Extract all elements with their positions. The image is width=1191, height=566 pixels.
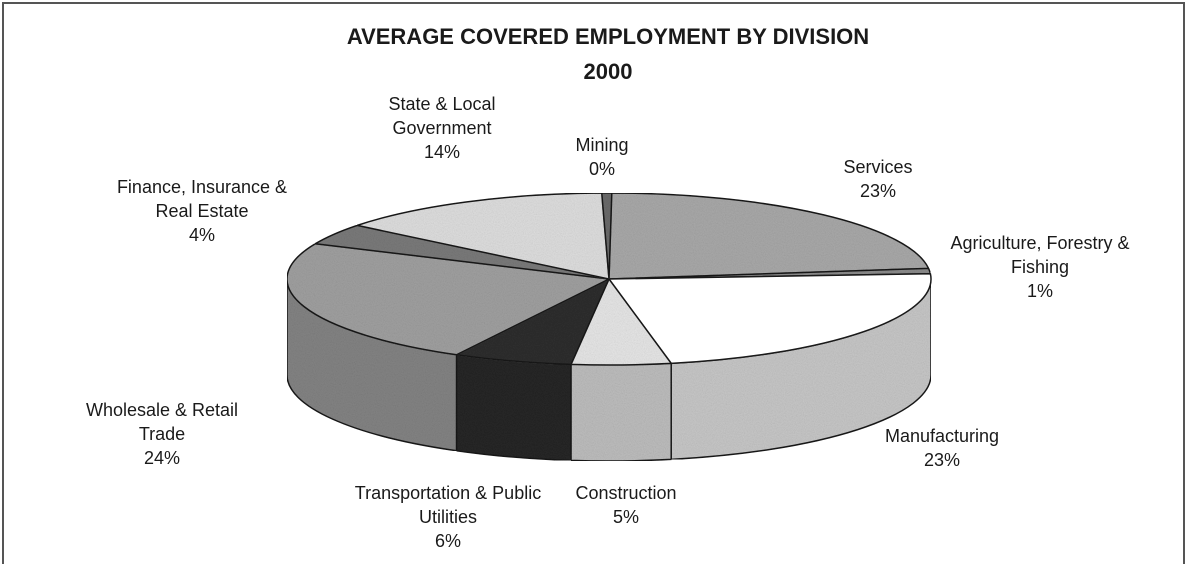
pie-slice-0 — [608, 192, 930, 280]
slice-label-4-line-2: 6% — [435, 531, 461, 551]
chart-subtitle: 2000 — [584, 59, 633, 84]
pie-top — [286, 192, 932, 366]
slice-label-6: Finance, Insurance & Real Estate 4% — [117, 177, 287, 245]
slice-label-7: State & Local Government 14% — [388, 94, 495, 162]
slice-label-0-line-0: Services — [843, 157, 912, 177]
slice-label-1-line-1: Fishing — [1011, 257, 1069, 277]
slice-label-2: Manufacturing 23% — [885, 426, 999, 470]
slice-label-5-line-0: Wholesale & Retail — [86, 400, 238, 420]
slice-label-0-line-1: 23% — [860, 181, 896, 201]
chart-title: AVERAGE COVERED EMPLOYMENT BY DIVISION — [347, 24, 869, 49]
slice-label-2-line-1: 23% — [924, 450, 960, 470]
pie-side-4 — [455, 353, 572, 462]
pie-side-3 — [570, 362, 672, 462]
slice-label-3: Construction 5% — [575, 483, 676, 527]
slice-label-8: Mining 0% — [575, 135, 628, 179]
pie-slice-5 — [286, 242, 610, 356]
slice-label-5-line-1: Trade — [139, 424, 185, 444]
slice-label-8-line-0: Mining — [575, 135, 628, 155]
slice-label-7-line-2: 14% — [424, 142, 460, 162]
slice-label-6-line-0: Finance, Insurance & — [117, 177, 287, 197]
slice-label-0: Services 23% — [843, 157, 912, 201]
slice-label-5: Wholesale & Retail Trade 24% — [86, 400, 238, 468]
slice-label-5-line-2: 24% — [144, 448, 180, 468]
slice-label-3-line-0: Construction — [575, 483, 676, 503]
slice-label-7-line-1: Government — [392, 118, 491, 138]
slice-label-1-line-0: Agriculture, Forestry & — [950, 233, 1129, 253]
slice-label-2-line-0: Manufacturing — [885, 426, 999, 446]
pie-labels: Services 23% Agriculture, Forestry & Fishin… — [86, 94, 1130, 551]
slice-label-4-line-1: Utilities — [419, 507, 477, 527]
slice-label-7-line-0: State & Local — [388, 94, 495, 114]
slice-label-6-line-1: Real Estate — [155, 201, 248, 221]
pie-slice-2 — [608, 272, 932, 365]
pie-slice-4 — [455, 278, 610, 366]
slice-label-1: Agriculture, Forestry & Fishing 1% — [950, 233, 1129, 301]
slice-label-6-line-2: 4% — [189, 225, 215, 245]
pie-slice-7 — [356, 192, 610, 280]
slice-label-4: Transportation & Public Utilities 6% — [355, 483, 541, 551]
slice-label-8-line-1: 0% — [589, 159, 615, 179]
slice-label-4-line-0: Transportation & Public — [355, 483, 541, 503]
slice-label-1-line-2: 1% — [1027, 281, 1053, 301]
pie-slice-8 — [600, 192, 613, 280]
slice-label-3-line-1: 5% — [613, 507, 639, 527]
